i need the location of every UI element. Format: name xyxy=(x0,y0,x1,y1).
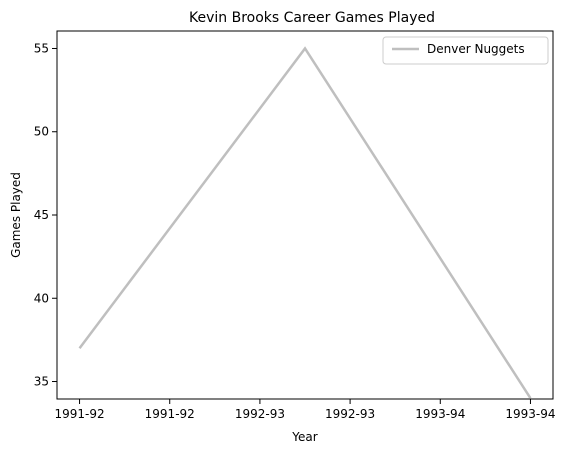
legend-label-denver-nuggets: Denver Nuggets xyxy=(427,42,525,56)
series-layer xyxy=(78,46,532,399)
x-tick-label: 1993-94 xyxy=(505,407,555,421)
y-tick-label: 35 xyxy=(34,375,49,389)
legend: Denver Nuggets xyxy=(382,36,549,65)
x-tick-label: 1993-94 xyxy=(415,407,465,421)
y-tick-label: 40 xyxy=(34,291,49,305)
legend-box xyxy=(382,36,549,65)
chart-title: Kevin Brooks Career Games Played xyxy=(189,10,435,26)
x-tick-label: 1992-93 xyxy=(325,407,375,421)
x-axis-label: Year xyxy=(291,430,317,444)
y-axis-ticks: 35 40 45 50 55 xyxy=(34,41,57,389)
x-axis-ticks: 1991-92 1991-92 1992-93 1992-93 1993-94 1993-… xyxy=(54,399,556,421)
y-tick-label: 50 xyxy=(34,125,49,139)
x-tick-label: 1992-93 xyxy=(235,407,285,421)
x-tick-label: 1991-92 xyxy=(54,407,104,421)
y-tick-label: 45 xyxy=(34,208,49,222)
y-tick-label: 55 xyxy=(34,41,49,55)
x-tick-label: 1991-92 xyxy=(145,407,195,421)
y-axis-label: Games Played xyxy=(9,172,23,258)
plot-area xyxy=(56,30,554,400)
